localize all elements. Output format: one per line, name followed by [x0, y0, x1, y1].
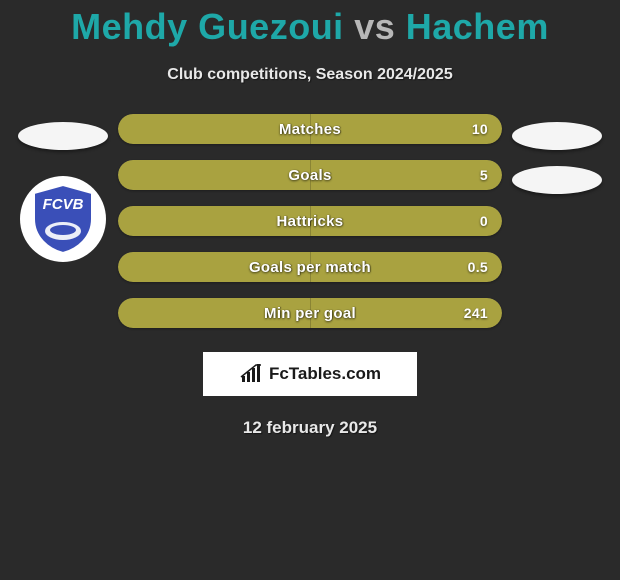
stat-value: 0 [480, 213, 488, 229]
subtitle: Club competitions, Season 2024/2025 [0, 66, 620, 84]
comparison-title: Mehdy Guezoui vs Hachem [0, 0, 620, 48]
stat-bar-min-per-goal: Min per goal 241 [118, 298, 502, 328]
club-logo-text: FCVB [43, 196, 84, 213]
player2-club-pill [512, 166, 602, 194]
player1-name: Mehdy Guezoui [71, 6, 344, 47]
stat-label: Goals per match [118, 259, 502, 276]
vs-label: vs [354, 6, 395, 47]
player1-pill [18, 122, 108, 150]
brand-text: FcTables.com [269, 364, 381, 384]
content-area: FCVB Matches 10 Goals 5 Hattricks 0 [0, 114, 620, 328]
stat-label: Hattricks [118, 213, 502, 230]
player2-pill [512, 122, 602, 150]
chart-icon [239, 364, 263, 384]
right-column [502, 114, 612, 194]
date-line: 12 february 2025 [0, 418, 620, 438]
stat-value: 0.5 [468, 259, 488, 275]
stat-bars: Matches 10 Goals 5 Hattricks 0 Goals per… [118, 114, 502, 328]
stat-label: Goals [118, 167, 502, 184]
stat-bar-goals: Goals 5 [118, 160, 502, 190]
stat-label: Min per goal [118, 305, 502, 322]
stat-value: 241 [464, 305, 488, 321]
stat-bar-matches: Matches 10 [118, 114, 502, 144]
stat-value: 10 [472, 121, 488, 137]
stat-label: Matches [118, 121, 502, 138]
stat-bar-hattricks: Hattricks 0 [118, 206, 502, 236]
player1-club-logo: FCVB [20, 176, 106, 262]
stat-value: 5 [480, 167, 488, 183]
stat-bar-goals-per-match: Goals per match 0.5 [118, 252, 502, 282]
player2-name: Hachem [406, 6, 549, 47]
club-shield-icon: FCVB [30, 183, 96, 255]
left-column: FCVB [8, 114, 118, 262]
brand-box: FcTables.com [203, 352, 417, 396]
